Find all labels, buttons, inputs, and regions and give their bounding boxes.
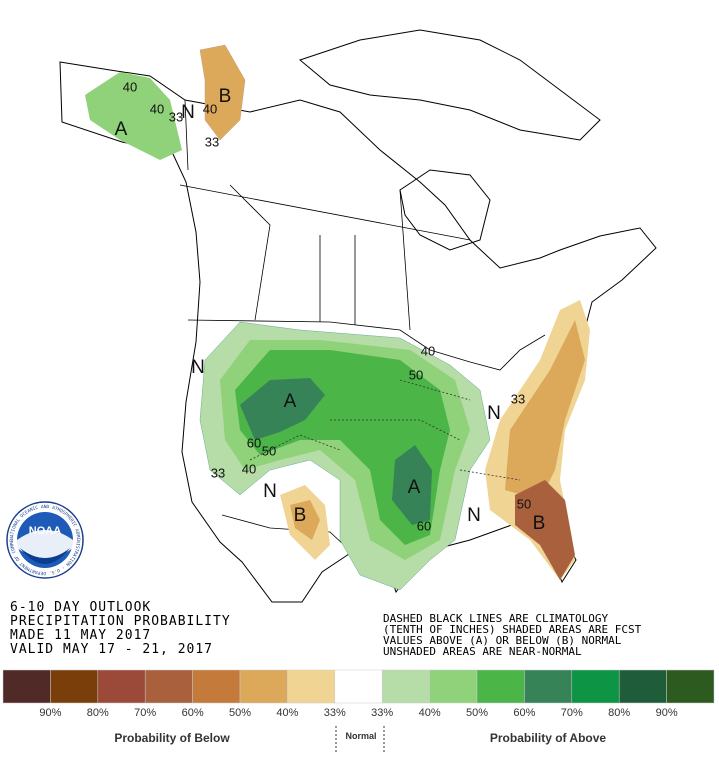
legend-swatch [334, 669, 383, 704]
province-lines [179, 184, 471, 331]
shade-above-60-west [240, 378, 325, 440]
legend-swatch [144, 669, 193, 704]
contour-label: 40 [203, 101, 217, 116]
legend-label: 80% [608, 707, 630, 719]
legend-swatch [2, 669, 51, 704]
contour-label: 50 [409, 367, 423, 382]
contour-label: 60 [247, 435, 261, 450]
legend-label: 33% [371, 707, 393, 719]
category-label: A [115, 119, 128, 140]
contour-label: 40 [421, 343, 435, 358]
legend-label: 40% [276, 707, 298, 719]
shade-below-40-sw [290, 500, 320, 540]
legend-swatch [571, 669, 620, 704]
category-label: B [219, 86, 232, 107]
category-label: N [181, 102, 195, 123]
legend-swatch [524, 669, 573, 704]
legend-swatch [97, 669, 146, 704]
legend-label: 33% [324, 707, 346, 719]
logo-text: NOAA [29, 525, 61, 537]
legend-label: 70% [134, 707, 156, 719]
us-canada-border [187, 319, 546, 371]
info-line: MADE 11 MAY 2017 [10, 628, 151, 643]
legend-caption: Probability of Below [114, 731, 230, 745]
note-line: (TENTH OF INCHES) SHADED AREAS ARE FCST [383, 623, 642, 636]
contour-label: 50 [262, 443, 276, 458]
category-label: B [533, 513, 546, 534]
legend: 90% 80% 70% 60% 50% 40% 33% 33% 40% 50% 60% 70% 80% 9… [2, 669, 715, 719]
climatology-lines [249, 379, 521, 481]
legend-swatch [239, 669, 288, 704]
contour-label: 60 [417, 518, 431, 533]
shade-below-50 [515, 480, 575, 580]
legend-label: 40% [419, 707, 441, 719]
legend-label: 50% [466, 707, 488, 719]
shade-above-alaska [85, 72, 182, 160]
legend-swatch [287, 669, 336, 704]
category-label: A [408, 477, 421, 498]
legend-label: 90% [39, 707, 61, 719]
info-line: VALID MAY 17 - 21, 2017 [10, 642, 213, 657]
legend-swatch [429, 669, 478, 704]
contour-label: 40 [123, 79, 137, 94]
arctic-islands [298, 29, 601, 141]
legend-label: 80% [87, 707, 109, 719]
info-line: 6-10 DAY OUTLOOK [10, 600, 151, 615]
contour-label: 33 [205, 134, 219, 149]
shade-below-40 [505, 320, 585, 500]
contour-label: 40 [150, 101, 164, 116]
shade-below-alaska [199, 44, 246, 141]
legend-label: 90% [656, 707, 678, 719]
note-line: VALUES ABOVE (A) OR BELOW (B) NORMAL [383, 634, 622, 647]
contour-label: 40 [242, 461, 256, 476]
note-line: DASHED BLACK LINES ARE CLIMATOLOGY [383, 612, 609, 625]
info-line: PRECIPITATION PROBABILITY [10, 614, 231, 629]
contour-label: 33 [211, 465, 225, 480]
legend-swatch [50, 669, 99, 704]
legend-label: 60% [513, 707, 535, 719]
category-label: B [294, 505, 307, 526]
legend-label: 60% [182, 707, 204, 719]
coastline [59, 61, 657, 603]
note-line: UNSHADED AREAS ARE NEAR-NORMAL [383, 645, 582, 658]
legend-swatch [618, 669, 667, 704]
contour-label: 50 [517, 496, 531, 511]
hudson-bay [399, 169, 491, 251]
category-label: N [467, 505, 481, 526]
legend-swatch [192, 669, 241, 704]
legend-caption: Normal [345, 731, 376, 741]
legend-swatch [381, 669, 430, 704]
category-label: N [191, 357, 205, 378]
legend-swatch [476, 669, 525, 704]
legend-label: 50% [229, 707, 251, 719]
contour-label: 33 [169, 109, 183, 124]
legend-label: 70% [561, 707, 583, 719]
category-label: N [263, 481, 277, 502]
legend-caption: Probability of Above [490, 731, 607, 745]
category-label: N [487, 403, 501, 424]
shade-above-60-south [392, 445, 432, 525]
category-label: A [284, 391, 297, 412]
contour-label: 33 [511, 391, 525, 406]
legend-swatch [666, 669, 715, 704]
alaska-border [184, 99, 189, 171]
